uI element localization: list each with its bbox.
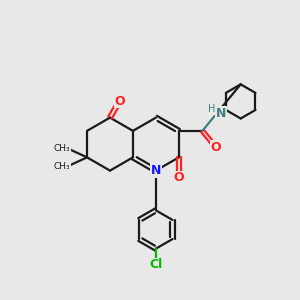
Text: O: O [210,141,221,154]
Text: CH₃: CH₃ [54,144,70,153]
Text: Cl: Cl [149,258,163,271]
Text: N: N [216,107,226,120]
Text: O: O [173,172,184,184]
Text: N: N [151,164,161,177]
Text: CH₃: CH₃ [54,162,70,171]
Text: O: O [114,94,125,107]
Text: H: H [208,104,216,114]
